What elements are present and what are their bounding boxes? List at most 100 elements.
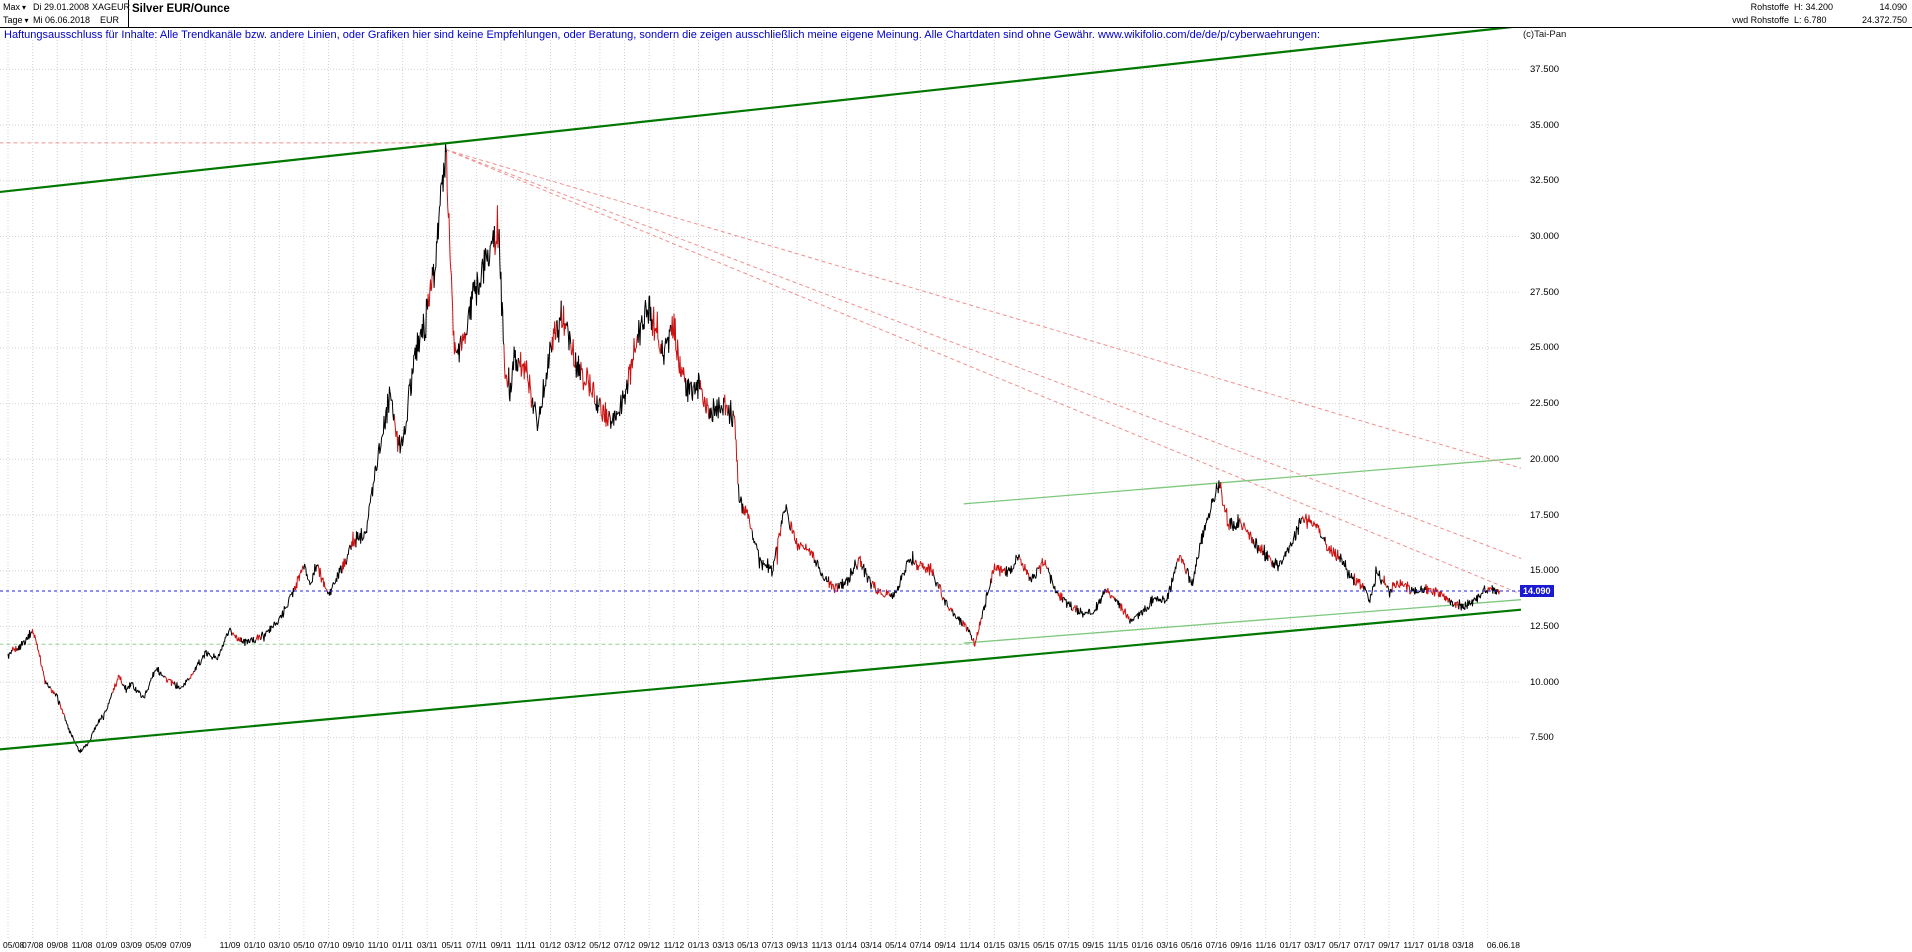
x-axis-label: 05/08 <box>3 940 25 950</box>
high-label: H: 34.200 <box>1794 2 1834 12</box>
x-axis-label: 07/09 <box>169 940 192 950</box>
upper-channel-line[interactable] <box>0 24 1522 194</box>
x-axis-label: 09/17 <box>1378 940 1400 950</box>
chart-header: Max ▾ Di 29.01.2008 XAGEUR Tage ▾ Mi 06.06… <box>0 0 1912 28</box>
y-axis-label: 35.000 <box>1530 119 1560 131</box>
x-axis-label: 09/10 <box>342 940 364 950</box>
symbol-label: XAGEUR <box>92 2 131 12</box>
copyright-label: (c)Tai-Pan <box>1523 29 1567 40</box>
x-axis-label: 09/14 <box>934 940 956 950</box>
volume-label: 24.372.750 <box>1861 15 1907 25</box>
x-axis-label: 01/09 <box>95 940 118 950</box>
x-axis-label: 03/16 <box>1156 940 1178 950</box>
y-axis-label: 37.500 <box>1530 63 1560 75</box>
x-axis-label: 11/10 <box>367 940 389 950</box>
x-axis-label: 01/10 <box>243 940 266 950</box>
chart-title: Silver EUR/Ounce <box>132 3 230 15</box>
candles-up-path <box>7 142 1498 754</box>
chevron-down-icon: ▾ <box>22 3 27 12</box>
x-axis-label: 03/15 <box>1008 940 1030 950</box>
period-dropdown-label: Tage <box>3 15 23 25</box>
x-axis-label: 05/12 <box>589 940 611 950</box>
x-axis-label: 09/16 <box>1230 940 1252 950</box>
last-price-label: 14.090 <box>1879 2 1907 12</box>
y-axis-label: 12.500 <box>1530 620 1560 632</box>
y-axis-label: 27.500 <box>1530 286 1560 298</box>
lower-channel-line[interactable] <box>0 608 1522 751</box>
x-axis-label: 07/15 <box>1057 940 1080 950</box>
range-dropdown[interactable]: Max ▾ <box>3 2 26 13</box>
x-axis-label: 05/16 <box>1181 940 1203 950</box>
x-axis-label: 07/17 <box>1353 940 1376 950</box>
x-axis-label: 03/11 <box>416 940 438 950</box>
start-date-label: Di 29.01.2008 <box>33 2 90 12</box>
x-axis-label: 03/14 <box>860 940 882 950</box>
support-trendline[interactable] <box>963 599 1522 644</box>
x-axis-label: 09/11 <box>490 940 512 950</box>
x-axis-label: 11/09 <box>219 940 241 950</box>
y-axis-label: 10.000 <box>1530 676 1560 688</box>
x-axis-label: 09/15 <box>1082 940 1104 950</box>
x-axis-label: 01/11 <box>392 940 413 950</box>
x-axis-label: 05/10 <box>293 940 315 950</box>
y-axis-label: 22.500 <box>1530 398 1560 410</box>
x-axis-label: 09/12 <box>638 940 660 950</box>
x-axis-label: 06.06.18 <box>1486 940 1520 950</box>
x-axis-label: 05/15 <box>1033 940 1055 950</box>
x-axis-label: 01/18 <box>1427 940 1449 950</box>
x-axis-label: 11/15 <box>1107 940 1129 950</box>
x-axis-label: 11/16 <box>1255 940 1276 950</box>
x-axis-label: 07/11 <box>466 940 487 950</box>
x-axis-label: 07/12 <box>613 940 636 950</box>
x-axis-label: 05/11 <box>441 940 463 950</box>
feed-label: vwd Rohstoffe <box>1732 15 1789 25</box>
x-axis-label: 03/18 <box>1452 940 1474 950</box>
x-axis-label: 07/10 <box>317 940 340 950</box>
y-axis-label: 7.500 <box>1530 732 1554 744</box>
x-axis-label: 03/17 <box>1304 940 1326 950</box>
x-axis-label: 11/08 <box>71 940 93 950</box>
x-axis-label: 03/12 <box>564 940 586 950</box>
x-axis-label: 07/08 <box>22 940 44 950</box>
x-axis-label: 05/13 <box>737 940 759 950</box>
x-axis-label: 01/15 <box>983 940 1006 950</box>
resistance-trendline[interactable] <box>963 457 1522 505</box>
x-axis-label: 01/17 <box>1279 940 1302 950</box>
range-dropdown-label: Max <box>3 2 21 12</box>
y-axis-label: 30.000 <box>1530 231 1560 242</box>
disclaimer-text: Haftungsausschluss für Inhalte: Alle Tre… <box>4 29 1320 41</box>
fan-line-1[interactable] <box>445 149 1522 469</box>
y-axis-label: 17.500 <box>1530 509 1560 521</box>
x-axis-label: 05/17 <box>1329 940 1351 950</box>
x-axis-label: 01/16 <box>1131 940 1154 950</box>
x-axis-label: 03/09 <box>120 940 142 950</box>
y-axis-label: 15.000 <box>1530 565 1560 577</box>
x-axis-label: 11/12 <box>663 940 685 950</box>
low-label: L: 6.780 <box>1794 15 1827 25</box>
chevron-down-icon: ▾ <box>24 16 29 25</box>
x-axis-label: 07/16 <box>1205 940 1228 950</box>
end-date-label: Mi 06.06.2018 <box>33 15 91 25</box>
x-axis-label: 05/09 <box>145 940 167 950</box>
x-axis-label: 01/13 <box>687 940 710 950</box>
x-axis-label: 11/13 <box>811 940 833 950</box>
x-axis-label: 11/11 <box>515 940 536 950</box>
x-axis-label: 01/12 <box>539 940 562 950</box>
y-axis-label: 20.000 <box>1530 453 1560 465</box>
x-axis-label: 05/14 <box>885 940 907 950</box>
y-axis-label: 32.500 <box>1530 175 1560 187</box>
x-axis-label: 03/13 <box>712 940 734 950</box>
x-axis-label: 11/17 <box>1403 940 1424 950</box>
fan-line-3[interactable] <box>445 149 1522 595</box>
x-axis-label: 07/13 <box>761 940 784 950</box>
x-axis-label: 11/14 <box>959 940 981 950</box>
fan-line-2[interactable] <box>445 149 1522 559</box>
period-dropdown[interactable]: Tage ▾ <box>3 15 29 26</box>
currency-label: EUR <box>100 15 120 25</box>
x-axis-label: 09/08 <box>46 940 68 950</box>
header-divider <box>128 0 129 27</box>
last-price-tag: 14.090 <box>1520 585 1554 597</box>
x-axis-label: 09/13 <box>786 940 808 950</box>
